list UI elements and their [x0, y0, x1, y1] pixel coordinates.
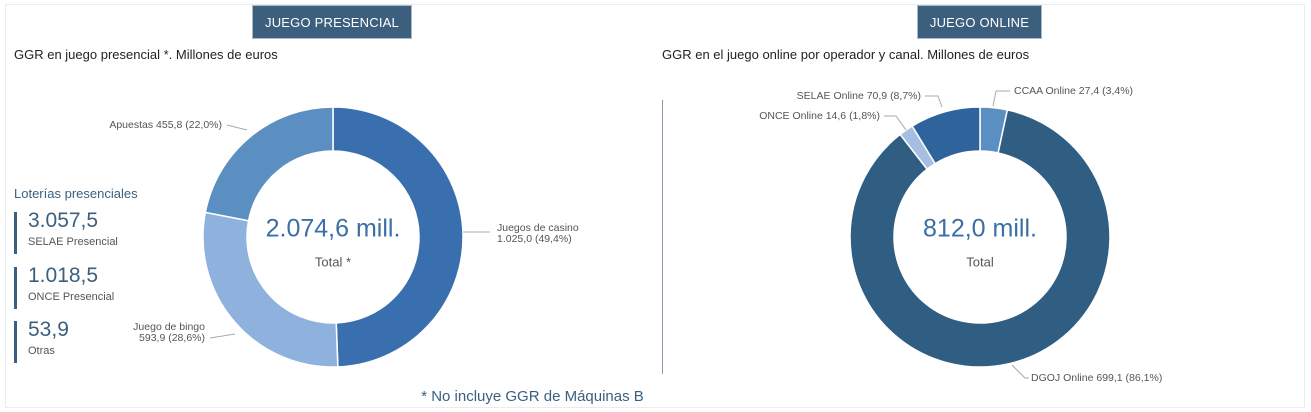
- kpi-value: 3.057,5: [28, 209, 99, 232]
- presencial-chart-title: GGR en juego presencial *. Millones de e…: [14, 47, 278, 62]
- online-chart-title: GGR en el juego online por operador y ca…: [662, 47, 1030, 62]
- donut-center-value: 2.074,6 mill.: [266, 215, 401, 243]
- kpi-once-presencial: 1.018,5 ONCE Presencial: [14, 264, 164, 309]
- leader-line-ccaa-online: [992, 90, 1010, 107]
- donut-slice-selae-online[interactable]: [911, 106, 981, 165]
- section-divider: [662, 100, 663, 374]
- tab-juego-presencial[interactable]: JUEGO PRESENCIAL: [252, 5, 412, 39]
- donut-center-label: Total *: [315, 254, 351, 269]
- kpi-label: ONCE Presencial: [28, 291, 115, 303]
- leader-line-selae-online: [925, 95, 943, 108]
- slice-label-apuestas: Apuestas 455,8 (22,0%): [109, 119, 222, 131]
- slice-value-juegos-de-casino: 1.025,0 (49,4%): [497, 233, 572, 245]
- kpi-label: Otras: [28, 345, 55, 357]
- kpi-value: 1.018,5: [28, 264, 99, 287]
- donut-center-value: 812,0 mill.: [923, 215, 1037, 243]
- leader-line-juego-de-bingo: [209, 333, 236, 339]
- leader-line-once-online: [884, 115, 907, 131]
- kpi-label: SELAE Presencial: [28, 236, 118, 248]
- slice-label-juego-de-bingo: Juego de bingo: [133, 321, 205, 333]
- footnote: * No incluye GGR de Máquinas B: [421, 388, 644, 405]
- donut-slice-dgoj-online[interactable]: [849, 109, 1111, 368]
- kpi-otras: 53,9 Otras: [14, 318, 164, 363]
- leader-line-apuestas: [226, 124, 248, 131]
- tab-juego-online[interactable]: JUEGO ONLINE: [917, 5, 1042, 39]
- loterias-title: Loterías presenciales: [14, 186, 138, 201]
- donut-slice-apuestas[interactable]: [204, 106, 334, 222]
- slice-label-juegos-de-casino: Juegos de casino: [497, 222, 579, 234]
- kpi-value: 53,9: [28, 318, 69, 341]
- slice-label-dgoj-online: DGOJ Online 699,1 (86,1%): [1031, 372, 1162, 384]
- kpi-selae-presencial: 3.057,5 SELAE Presencial: [14, 209, 164, 254]
- slice-label-ccaa-online: CCAA Online 27,4 (3,4%): [1014, 85, 1133, 97]
- slice-label-selae-online: SELAE Online 70,9 (8,7%): [797, 90, 921, 102]
- donut-center-label: Total: [966, 254, 994, 269]
- slice-label-once-online: ONCE Online 14,6 (1,8%): [759, 110, 880, 122]
- donut-slice-juegos-de-casino[interactable]: [332, 106, 464, 368]
- slice-value-juego-de-bingo: 593,9 (28,6%): [139, 332, 205, 344]
- report-frame: [5, 4, 1305, 408]
- leader-line-dgoj-online: [1011, 364, 1029, 379]
